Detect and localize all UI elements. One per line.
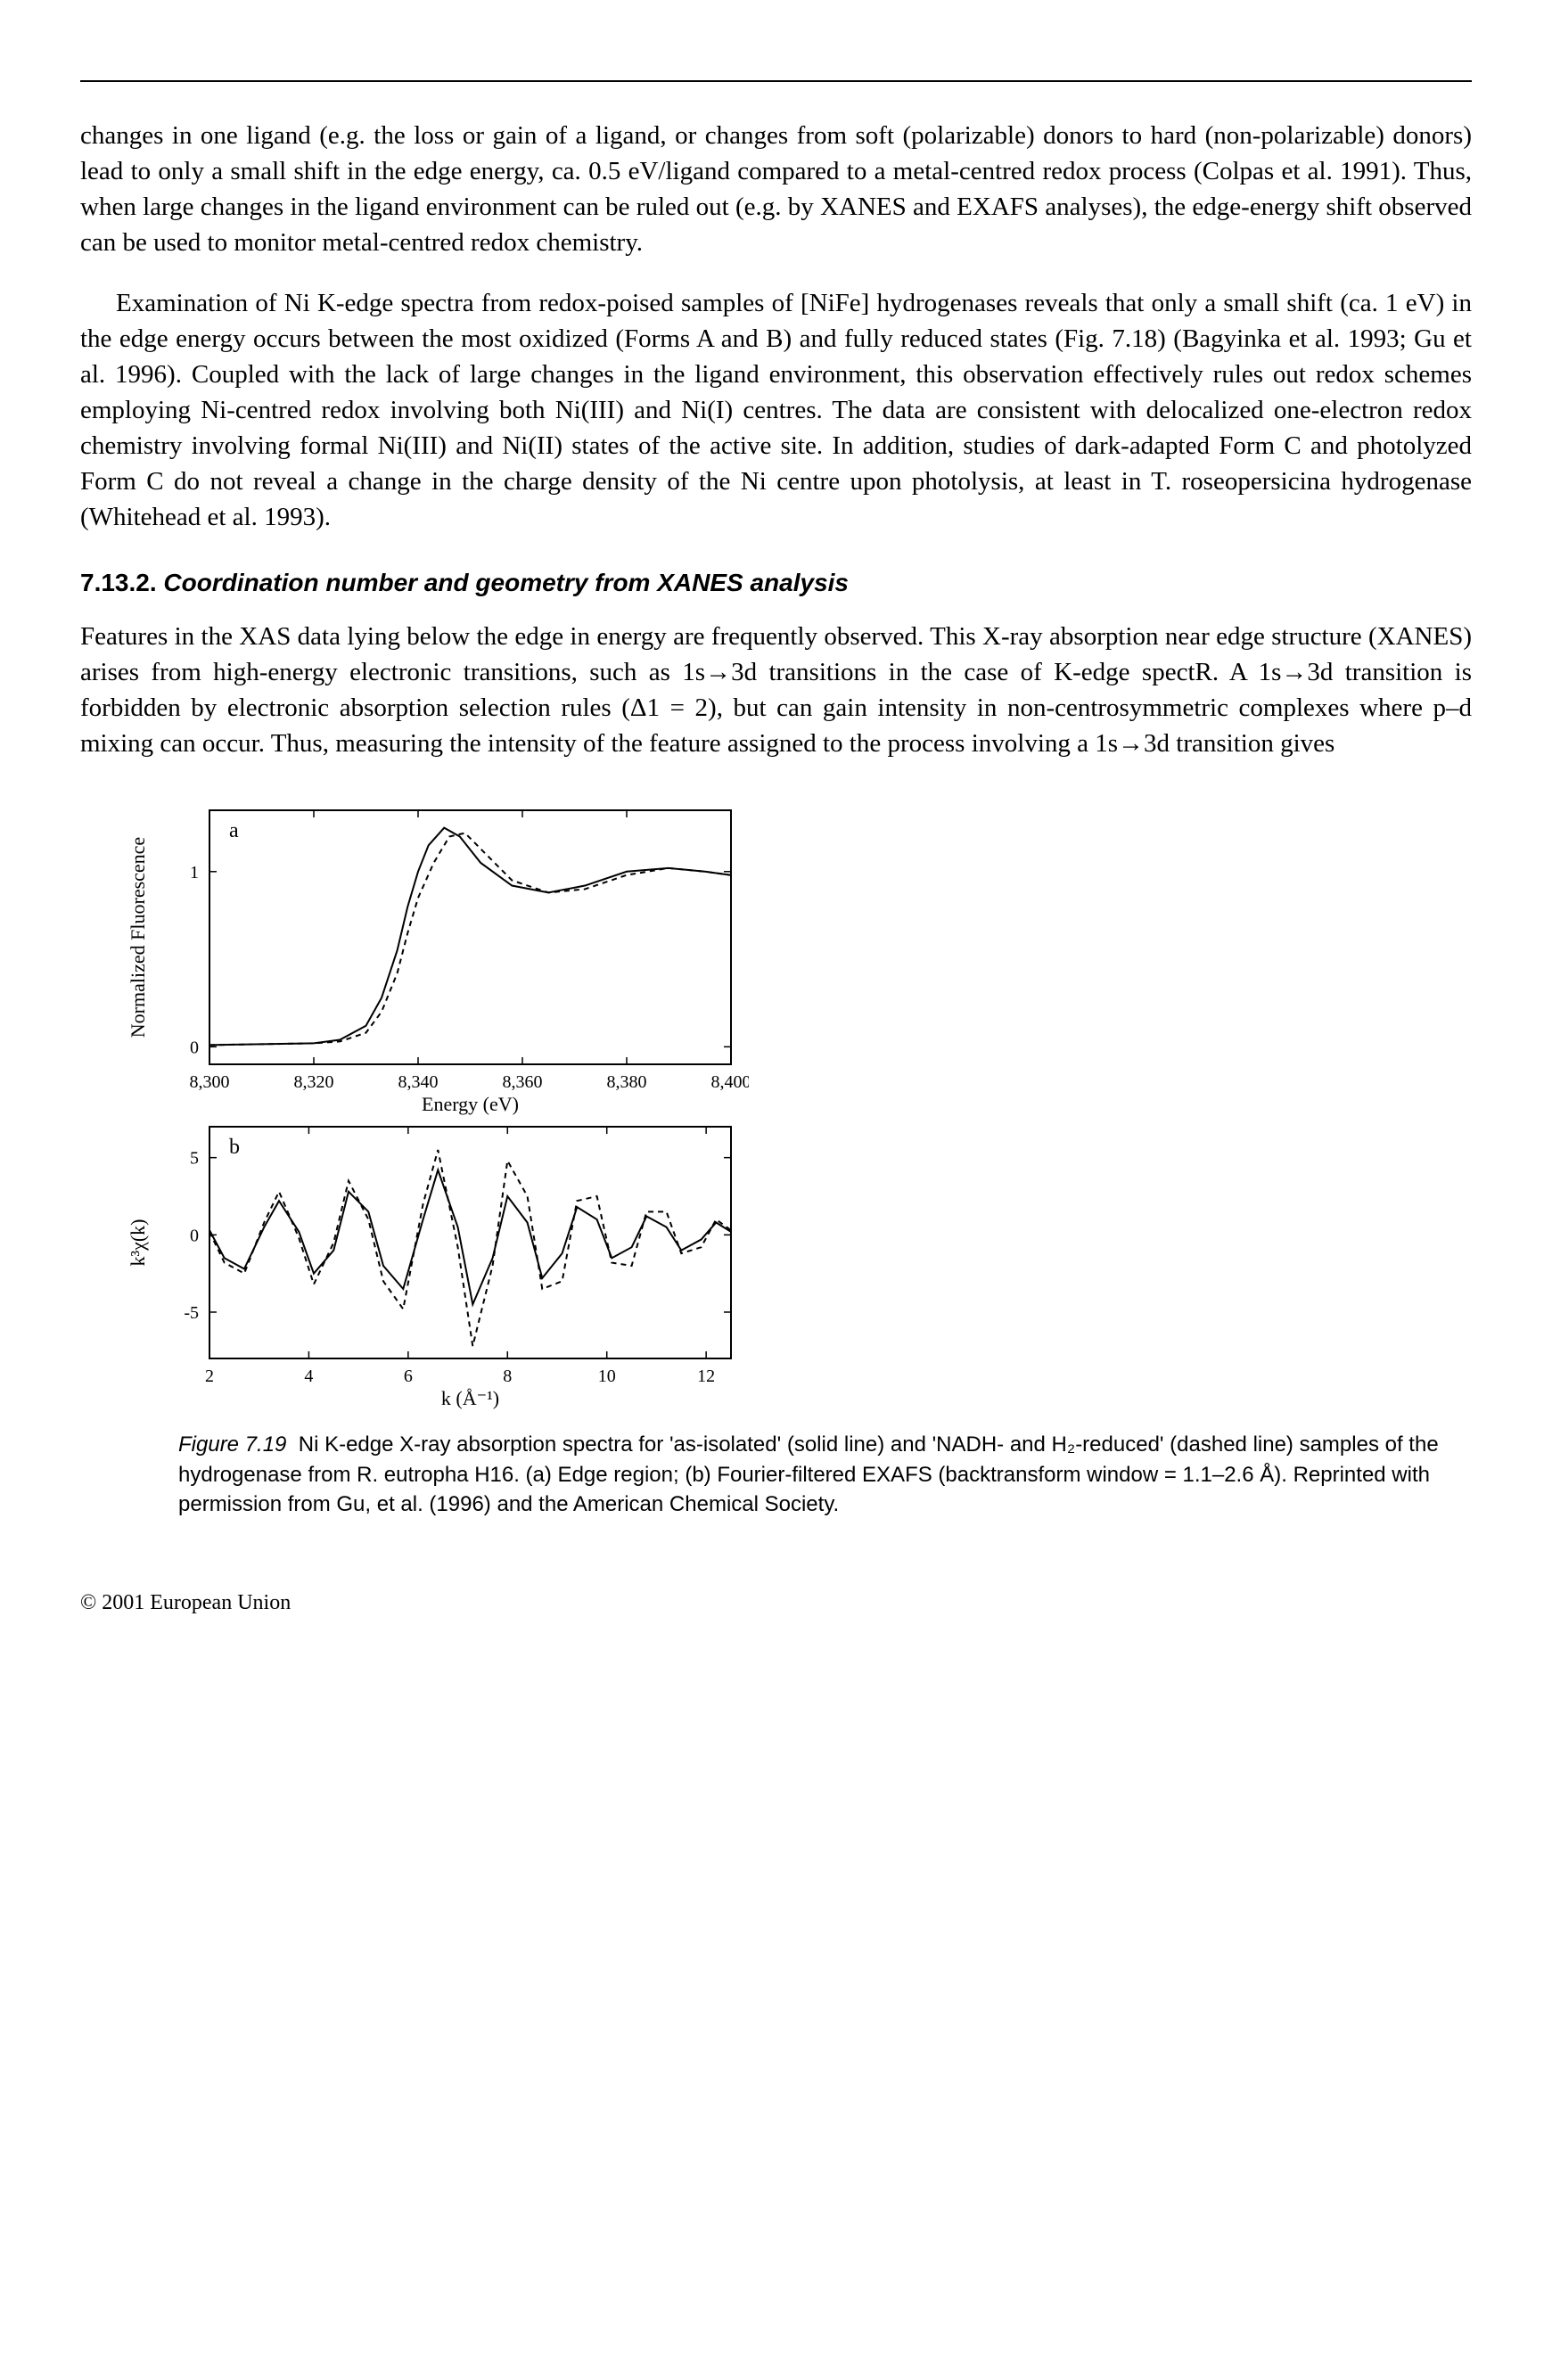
top-rule: [80, 80, 1472, 82]
svg-text:b: b: [229, 1136, 240, 1159]
paragraph-1: changes in one ligand (e.g. the loss or …: [80, 118, 1472, 260]
svg-text:k³χ(k): k³χ(k): [127, 1219, 149, 1267]
figure-7-19: 8,300 8,320 8,340 8,360 8,380 8,400 0 1 a Energy …: [80, 797, 1472, 1520]
svg-text:k (Å⁻¹): k (Å⁻¹): [441, 1387, 499, 1409]
paragraph-2: Examination of Ni K-edge spectra from re…: [80, 285, 1472, 535]
svg-text:8,360: 8,360: [503, 1072, 543, 1092]
chart-b: 2 4 6 8 10 12 -5 0 5 b k (Å⁻¹) k³χ(k): [125, 1118, 749, 1412]
svg-text:a: a: [229, 819, 239, 842]
figure-caption: Figure 7.19 Ni K-edge X-ray absorption s…: [125, 1430, 1472, 1520]
svg-text:1: 1: [190, 863, 199, 882]
section-number: 7.13.2.: [80, 569, 157, 596]
paragraph-3: Features in the XAS data lying below the…: [80, 619, 1472, 761]
figure-label: Figure 7.19: [178, 1432, 286, 1457]
svg-text:8,340: 8,340: [398, 1072, 439, 1092]
svg-text:6: 6: [404, 1366, 413, 1386]
chart-a: 8,300 8,320 8,340 8,360 8,380 8,400 0 1 a Energy …: [125, 797, 749, 1118]
svg-text:10: 10: [598, 1366, 616, 1386]
section-heading: 7.13.2. Coordination number and geometry…: [80, 569, 1472, 597]
svg-text:8: 8: [503, 1366, 512, 1386]
svg-text:0: 0: [190, 1038, 199, 1058]
svg-text:2: 2: [205, 1366, 214, 1386]
svg-text:4: 4: [304, 1366, 313, 1386]
section-title: Coordination number and geometry from XA…: [163, 569, 849, 596]
svg-text:8,380: 8,380: [607, 1072, 647, 1092]
svg-text:-5: -5: [184, 1303, 199, 1323]
figure-caption-text: Ni K-edge X-ray absorption spectra for '…: [178, 1432, 1439, 1516]
svg-text:0: 0: [190, 1227, 199, 1246]
svg-text:Normalized Fluorescence: Normalized Fluorescence: [127, 837, 149, 1038]
svg-text:8,300: 8,300: [190, 1072, 230, 1092]
copyright: © 2001 European Union: [80, 1591, 1472, 1615]
svg-text:5: 5: [190, 1149, 199, 1169]
svg-text:8,320: 8,320: [294, 1072, 334, 1092]
svg-text:12: 12: [697, 1366, 715, 1386]
svg-text:Energy (eV): Energy (eV): [422, 1093, 519, 1115]
svg-text:8,400: 8,400: [711, 1072, 750, 1092]
